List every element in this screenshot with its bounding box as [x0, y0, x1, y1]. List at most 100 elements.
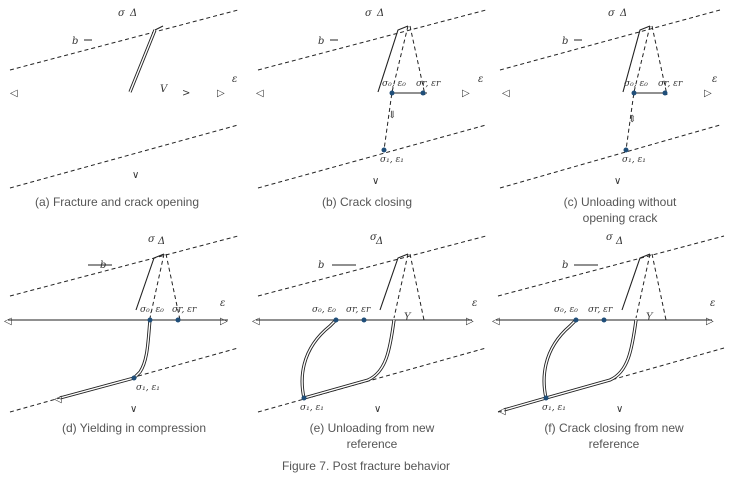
panel-caption: (b) Crack closing: [322, 195, 412, 209]
loading-path: [621, 253, 651, 311]
b-label: b: [72, 36, 78, 47]
loading-path: [135, 253, 165, 311]
panel-f: σ Δ b ◁ ▷ ε ∨ ◁ Y σ₀, ε₀ σr, εr σ₁, ε₁ (…: [492, 232, 725, 451]
panel-caption-line2: reference: [347, 437, 398, 451]
sigma-axis-label: σ: [370, 232, 378, 243]
upper-bound-line: [257, 235, 487, 297]
panel-e: σ Δ b ◁ ▷ ε ∨ Y σ₀, ε₀ σr, εr σ₁, ε₁ (e)…: [252, 232, 487, 451]
sigma-arrow-icon: Δ: [615, 236, 623, 247]
lower-bound-line: [9, 347, 239, 413]
eps-axis-label: ε: [220, 298, 225, 309]
loading-path: [622, 25, 651, 93]
sigma-axis-label: σ: [606, 232, 614, 243]
sigma0-point: [389, 90, 395, 96]
sigma0-label: σ₀, ε₀: [382, 79, 406, 89]
sigma1-point: [543, 395, 549, 401]
panel-caption-line2: reference: [589, 437, 640, 451]
eps-pos-arrow-icon: ▷: [462, 88, 470, 99]
panel-caption: (d) Yielding in compression: [62, 421, 206, 435]
sigma1-label: σ₁, ε₁: [380, 155, 404, 165]
eps-pos-arrow-icon: ▷: [220, 316, 228, 327]
eps-neg-arrow-icon: ◁: [256, 88, 264, 99]
closing-path: [383, 25, 409, 151]
sigma0-label: σ₀, ε₀: [312, 305, 336, 315]
panel-c: σ Δ b ◁ ▷ ε ∨ ⇕ σ₀, ε₀ σr, εr σ₁, ε₁ (c)…: [499, 8, 721, 225]
loading-path: [379, 253, 409, 311]
closing-path: [625, 25, 651, 151]
closing-path: [635, 253, 651, 319]
panel-caption: (a) Fracture and crack opening: [35, 195, 199, 209]
sigma1-point: [301, 395, 307, 401]
down-arrow-icon: ∨: [374, 404, 381, 415]
panel-a: σ Δ b ◁ ▷ ε ∨ V > (a) Fracture and crack…: [9, 8, 239, 209]
sigma1-point: [623, 147, 629, 153]
upper-bound-line: [499, 9, 721, 71]
figure-caption: Figure 7. Post fracture behavior: [282, 459, 450, 473]
panel-caption-line2: opening crack: [583, 211, 659, 225]
sigmar-point: [175, 317, 181, 323]
arrow-icon: ⇕: [628, 114, 636, 125]
sigma-arrow-icon: Δ: [157, 236, 165, 247]
sigma-axis-label: σ: [365, 8, 373, 19]
sigma0-label: σ₀, ε₀: [554, 305, 578, 315]
panel-b: σ Δ b ◁ ▷ ε ∨ ⇓ σ₀, ε₀ σr, εr σ₁, ε₁ (b)…: [256, 8, 487, 209]
down-arrow-icon: ∨: [132, 170, 139, 181]
mid-arrow-icon: Y: [404, 312, 412, 323]
compression-arrow-icon: ◁: [498, 406, 506, 417]
reopen-path: [165, 253, 181, 321]
reopen-path: [651, 253, 667, 321]
sigmar-point: [601, 317, 607, 323]
right-arrow-icon: >: [182, 88, 190, 99]
panel-caption-line1: (f) Crack closing from new: [544, 421, 684, 435]
down-arrow-icon: ∨: [130, 404, 137, 415]
sigma-arrow-icon: Δ: [619, 8, 627, 19]
sigmar-label: σr, εr: [588, 305, 613, 315]
mid-arrow-icon: V: [160, 84, 169, 95]
down-arrow-icon: ∨: [616, 404, 623, 415]
eps-pos-arrow-icon: ▷: [704, 88, 712, 99]
fracture-path-inner: [129, 29, 156, 93]
sigmar-label: σr, εr: [346, 305, 371, 315]
sigma0-point: [631, 90, 637, 96]
sigma-axis-label: σ: [148, 234, 156, 245]
eps-axis-label: ε: [232, 74, 237, 85]
eps-pos-arrow-icon: ▷: [217, 88, 225, 99]
eps-neg-arrow-icon: ◁: [492, 316, 500, 327]
sigma0-point: [147, 317, 153, 323]
sigmar-label: σr, εr: [416, 79, 441, 89]
extend-path-inner: [503, 397, 547, 411]
sigmar-point: [420, 90, 426, 96]
upper-bound-line: [9, 9, 239, 71]
down-arrow-icon: ∨: [372, 176, 379, 187]
eps-pos-arrow-icon: ▷: [706, 316, 714, 327]
arrow-icon: ⇓: [388, 110, 396, 121]
eps-neg-arrow-icon: ◁: [502, 88, 510, 99]
unload-loop-inner: [301, 319, 395, 399]
sigmar-point: [662, 90, 668, 96]
sigma-arrow-icon: Δ: [375, 236, 383, 247]
closing-path: [393, 253, 409, 319]
upper-bound-line: [497, 235, 725, 297]
b-label: b: [562, 260, 568, 271]
sigma1-label: σ₁, ε₁: [542, 403, 566, 413]
sigma-axis-label: σ: [608, 8, 616, 19]
sigma0-point: [573, 317, 579, 323]
upper-bound-line: [9, 235, 239, 297]
loading-path: [377, 25, 409, 93]
panel-caption-line1: (c) Unloading without: [564, 195, 677, 209]
panel-d: σ Δ b ◁ ▷ ε ∨ ◁ σ₀, ε₀ σr, εr σ₁, ε₁ (d)…: [4, 234, 239, 435]
b-label: b: [318, 36, 324, 47]
sigma-axis-label: σ: [118, 8, 126, 19]
eps-axis-label: ε: [472, 298, 477, 309]
peak-segment: [154, 25, 164, 31]
eps-neg-arrow-icon: ◁: [10, 88, 18, 99]
compression-path-inner: [59, 319, 151, 399]
sigma1-label: σ₁, ε₁: [622, 155, 646, 165]
sigmar-point: [361, 317, 367, 323]
sigma1-label: σ₁, ε₁: [136, 383, 160, 393]
b-label: b: [562, 36, 568, 47]
lower-bound-line: [9, 124, 239, 189]
eps-pos-arrow-icon: ▷: [466, 316, 474, 327]
